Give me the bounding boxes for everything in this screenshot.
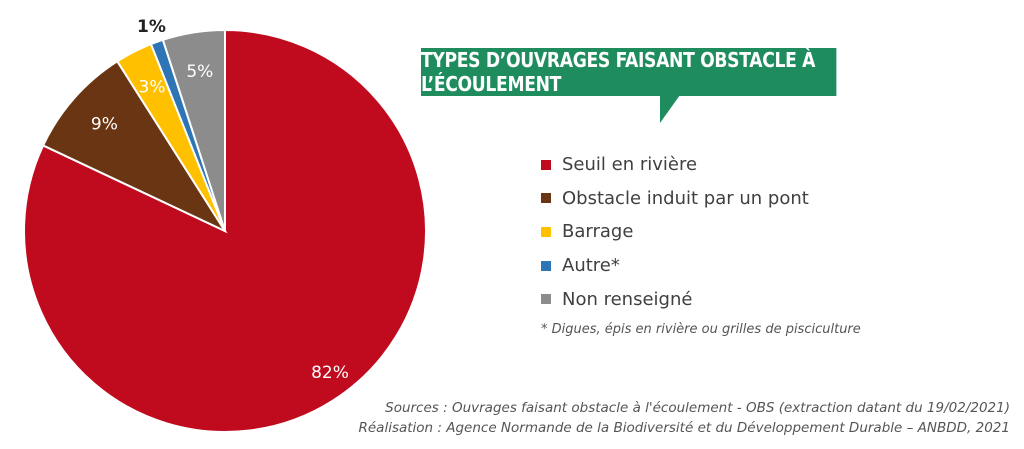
legend-item-seuil: Seuil en rivière [541, 148, 809, 182]
pie-label-seuil: 82% [311, 363, 349, 383]
pie-slice-non-renseigne [161, 28, 226, 232]
legend-swatch [541, 159, 551, 170]
chart-title: TYPES D’OUVRAGES FAISANT OBSTACLE À L’ÉC… [421, 48, 837, 96]
pie-label-barrage: 3% [139, 78, 166, 98]
legend-item-autre: Autre* [541, 249, 809, 283]
legend-swatch [541, 193, 551, 204]
legend-label: Autre* [562, 255, 620, 277]
pie-label-pont: 9% [91, 115, 118, 135]
legend-label: Barrage [562, 221, 634, 243]
pie-label-autre: 1% [137, 17, 166, 37]
footnote: * Digues, épis en rivière ou grilles de … [541, 322, 861, 337]
title-pointer [660, 95, 680, 123]
pie-slice-pont [41, 59, 228, 234]
sources-line: Sources : Ouvrages faisant obstacle à l'… [385, 400, 1010, 416]
legend-swatch [541, 260, 551, 271]
legend-item-pont: Obstacle induit par un pont [541, 182, 809, 216]
pie-chart: 82% 9% 3% 1% 5% [23, 17, 427, 433]
legend-label: Seuil en rivière [562, 154, 698, 176]
legend-label: Non renseigné [562, 288, 693, 310]
sources-block: Sources : Ouvrages faisant obstacle à l'… [358, 398, 1010, 438]
pie-label-non-renseigne: 5% [186, 62, 213, 82]
legend-label: Obstacle induit par un pont [562, 187, 809, 209]
legend: Seuil en rivière Obstacle induit par un … [541, 148, 809, 316]
legend-swatch [541, 294, 551, 305]
legend-swatch [541, 226, 551, 237]
legend-item-non-renseigne: Non renseigné [541, 282, 809, 316]
credits-line: Réalisation : Agence Normande de la Biod… [358, 420, 1010, 436]
legend-item-barrage: Barrage [541, 215, 809, 249]
